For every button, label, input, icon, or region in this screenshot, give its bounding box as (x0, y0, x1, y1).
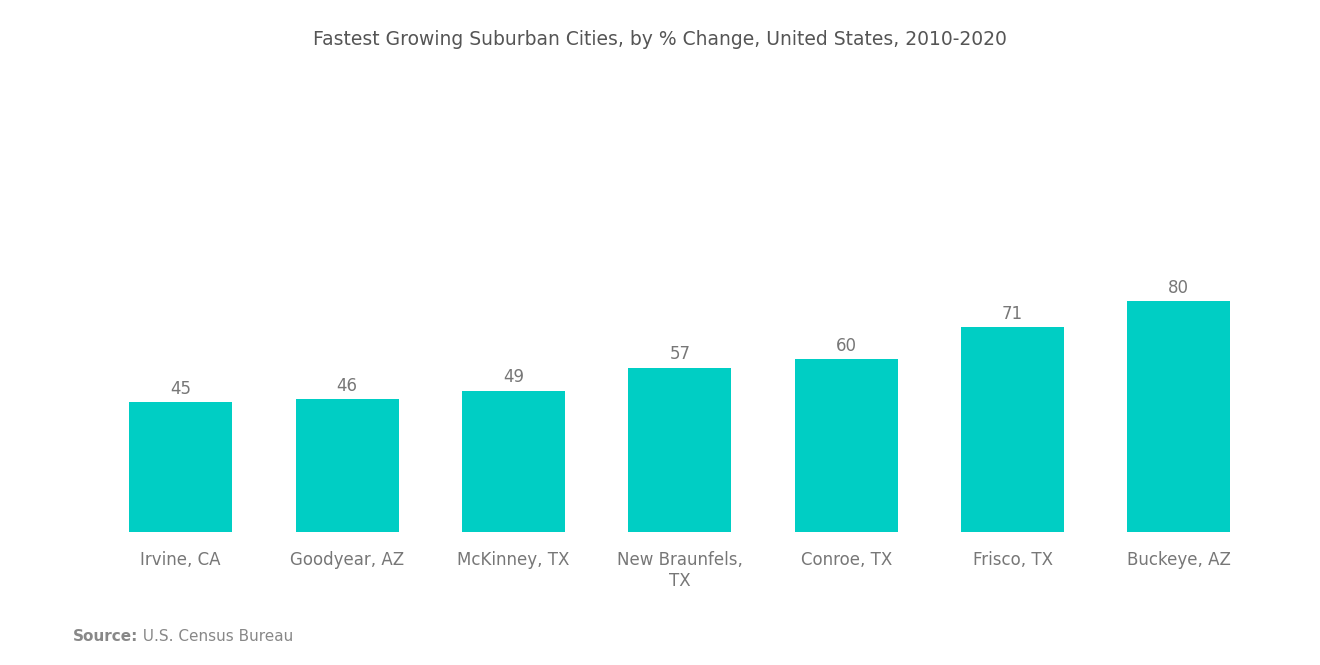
Text: 45: 45 (170, 380, 191, 398)
Text: 57: 57 (669, 345, 690, 363)
Text: 80: 80 (1168, 279, 1189, 297)
Text: 60: 60 (836, 336, 857, 355)
Text: U.S. Census Bureau: U.S. Census Bureau (133, 628, 293, 644)
Text: Source:: Source: (73, 628, 139, 644)
Text: 71: 71 (1002, 305, 1023, 323)
Text: 49: 49 (503, 368, 524, 386)
Bar (296, 400, 399, 532)
Bar (1127, 301, 1230, 532)
Bar (961, 327, 1064, 532)
Bar (462, 391, 565, 532)
Bar (129, 402, 232, 532)
Text: Fastest Growing Suburban Cities, by % Change, United States, 2010-2020: Fastest Growing Suburban Cities, by % Ch… (313, 30, 1007, 49)
Bar (628, 368, 731, 532)
Text: 46: 46 (337, 377, 358, 395)
Bar (795, 359, 898, 532)
